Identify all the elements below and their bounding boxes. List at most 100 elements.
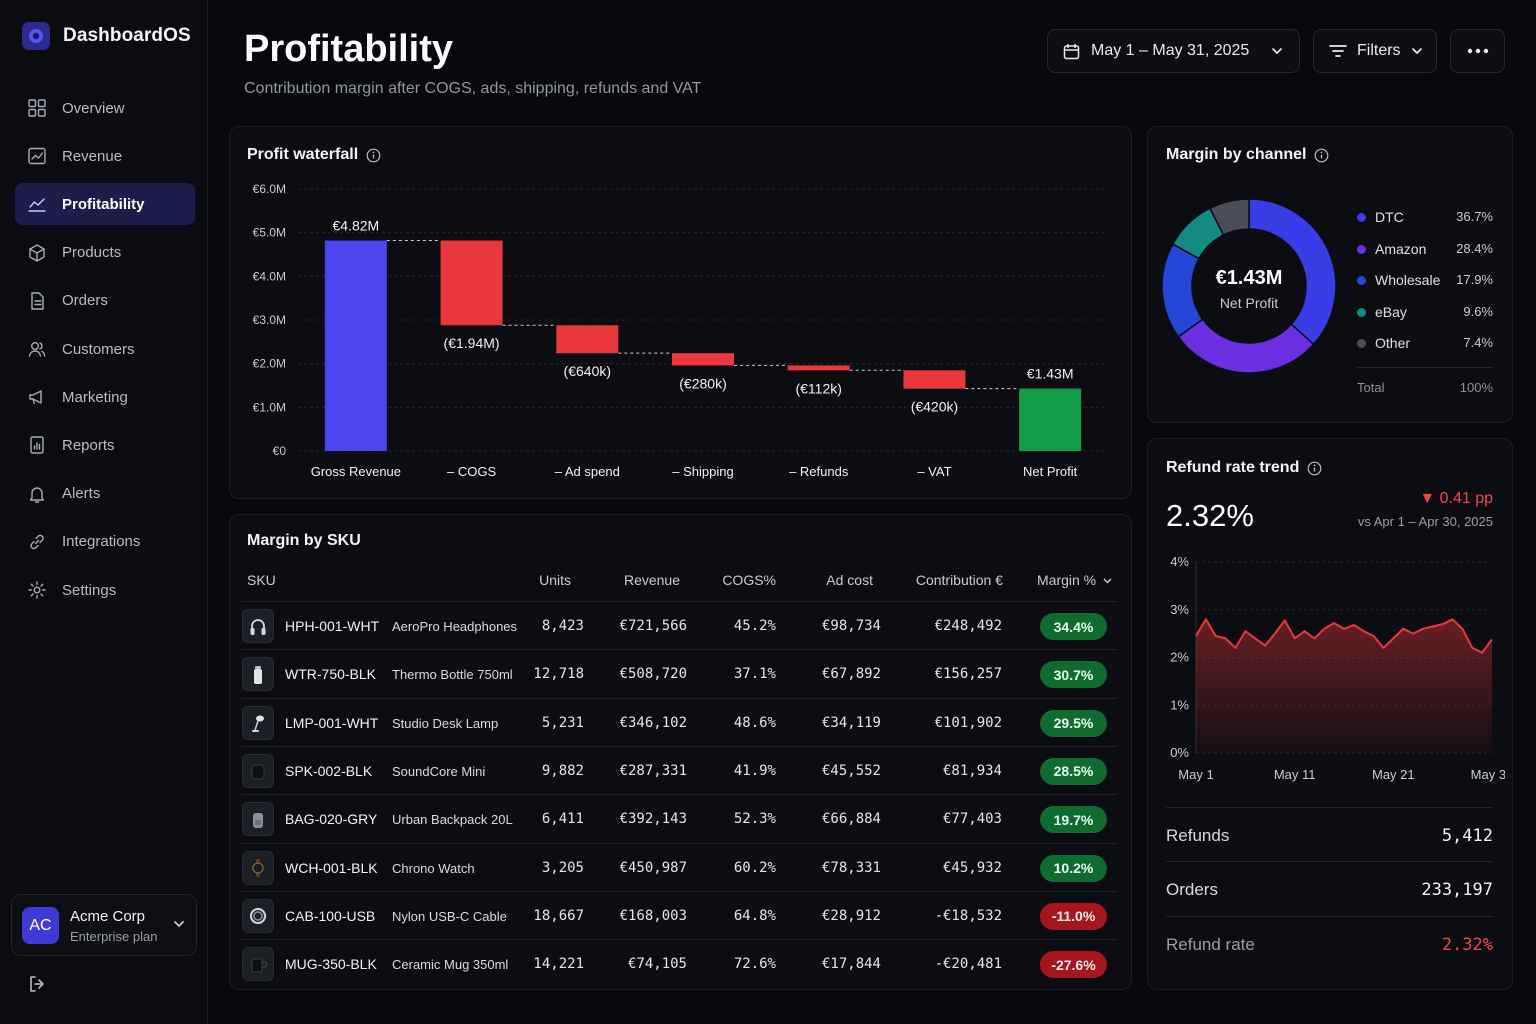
product-thumbnail [242,802,274,837]
sidebar-item-marketing[interactable]: Marketing [15,376,195,418]
stat-label: Refunds [1166,826,1230,845]
cell-revenue: €287,331 [619,762,687,779]
cell-units: 18,667 [533,907,584,924]
info-icon[interactable] [366,148,381,163]
x-tick-label: May 1 [1178,767,1213,782]
donut-slice-amazon[interactable] [1177,318,1315,374]
sidebar-item-revenue[interactable]: Revenue [15,135,195,177]
column-header-units[interactable]: Units [539,572,571,588]
waterfall-bar[interactable] [556,325,619,354]
sidebar-item-customers[interactable]: Customers [15,328,195,370]
table-row[interactable]: BAG-020-GRY Urban Backpack 20L 6,411 €392,1… [241,794,1117,842]
product-name: Urban Backpack 20L [392,812,513,828]
sidebar: DashboardOS Overview Revenue Profitability… [0,0,208,1024]
waterfall-bar[interactable] [672,353,734,366]
legend-label: eBay [1375,303,1407,320]
sidebar-item-label: Marketing [62,388,128,406]
column-header-cogs[interactable]: COGS% [722,572,776,588]
cell-ad-cost: €98,734 [821,618,881,634]
column-header-sku[interactable]: SKU [247,572,276,588]
table-row[interactable]: MUG-350-BLK Ceramic Mug 350ml 14,221 €74,10… [241,939,1117,987]
sidebar-item-integrations[interactable]: Integrations [15,521,195,563]
legend-label: DTC [1375,209,1404,225]
table-row[interactable]: HPH-001-WHT AeroPro Headphones 8,423 €721,5… [241,601,1117,649]
waterfall-bar[interactable] [787,365,850,371]
table-row[interactable]: CAB-100-USB Nylon USB-C Cable 18,667 €168,0… [241,890,1117,939]
sidebar-item-orders[interactable]: Orders [15,280,195,322]
sidebar-item-label: Alerts [62,485,101,503]
sku-code: LMP-001-WHT [285,714,379,731]
sidebar-item-alerts[interactable]: Alerts [15,473,195,515]
cell-cogs: 48.6% [733,714,776,731]
legend-item-dtc[interactable]: DTC 36.7% [1357,208,1493,228]
sidebar-item-products[interactable]: Products [15,232,195,274]
x-tick-label: Gross Revenue [311,464,401,479]
users-icon [28,342,46,357]
table-row[interactable]: WCH-001-BLK Chrono Watch 3,205 €450,987 60.2… [241,842,1117,891]
logout-icon[interactable] [27,974,47,994]
legend-item-other[interactable]: Other 7.4% [1357,334,1493,354]
product-name: SoundCore Mini [392,763,486,779]
cell-ad-cost: €34,119 [821,714,881,731]
margin-badge: -11.0% [1040,902,1107,930]
gear-icon [28,581,46,599]
product-thumbnail [242,609,274,643]
sidebar-item-profitability[interactable]: Profitability [15,183,195,226]
y-tick-label: 3% [1170,602,1189,617]
refund-line[interactable] [1195,618,1493,654]
column-header-margin-label: Margin % [1037,572,1097,588]
stat-value: 5,412 [1441,826,1493,846]
cell-contribution: €81,934 [942,762,1002,779]
refund-area [1196,619,1492,753]
brand[interactable]: DashboardOS [22,22,191,50]
margin-badge: 30.7% [1040,661,1107,689]
bottle-icon [254,666,262,685]
stat-label: Refund rate [1166,934,1255,954]
column-header-margin[interactable]: Margin % [1037,572,1113,588]
card-title-text: Refund rate trend [1166,459,1300,476]
legend-item-amazon[interactable]: Amazon 28.4% [1357,240,1493,260]
cell-ad-cost: €66,884 [821,811,881,828]
waterfall-bar[interactable] [903,370,966,389]
donut-slice-other[interactable] [1208,198,1250,237]
account-switcher[interactable]: AC Acme Corp Enterprise plan [11,894,197,956]
cable-icon [249,907,267,924]
page-title: Profitability [244,28,454,70]
date-range-picker[interactable]: May 1 – May 31, 2025 [1047,29,1300,73]
y-tick-label: €1.0M [253,400,286,414]
table-row[interactable]: WTR-750-BLK Thermo Bottle 750ml 12,718 €508… [241,649,1117,697]
waterfall-bar[interactable] [324,240,387,451]
table-row[interactable]: LMP-001-WHT Studio Desk Lamp 5,231 €346,102… [241,697,1117,746]
cell-revenue: €346,102 [619,714,687,731]
cell-cogs: 37.1% [733,666,776,683]
cell-revenue: €450,987 [619,859,687,876]
more-button[interactable] [1450,29,1505,73]
legend-label: Wholesale [1375,272,1441,288]
x-tick-label: – Ad spend [555,464,620,479]
column-header-revenue[interactable]: Revenue [623,572,680,588]
sidebar-item-overview[interactable]: Overview [15,87,195,129]
more-icon [1467,48,1488,54]
avatar: AC [22,907,59,944]
legend-item-ebay[interactable]: eBay 9.6% [1357,303,1493,323]
cell-contribution: €101,902 [934,714,1002,731]
product-name: Chrono Watch [392,860,475,876]
x-tick-label: Net Profit [1023,464,1078,479]
info-icon[interactable] [1314,148,1329,163]
column-header-contribution[interactable]: Contribution € [915,572,1003,588]
column-header-ad-cost[interactable]: Ad cost [826,572,873,588]
waterfall-bar[interactable] [1019,388,1082,451]
table-row[interactable]: SPK-002-BLK SoundCore Mini 9,882 €287,331 41… [241,745,1117,794]
x-tick-label: – Refunds [789,464,849,479]
x-tick-label: – Shipping [672,464,733,479]
legend-item-wholesale[interactable]: Wholesale 17.9% [1357,271,1493,291]
waterfall-bar[interactable] [440,240,503,326]
legend-swatch [1357,213,1366,222]
donut-slice-dtc[interactable] [1248,198,1337,346]
filters-button[interactable]: Filters [1313,29,1437,73]
grid-icon [28,99,46,117]
calendar-icon [1063,43,1080,59]
sidebar-item-settings[interactable]: Settings [15,569,195,611]
sidebar-item-reports[interactable]: Reports [15,424,195,466]
info-icon[interactable] [1307,461,1322,476]
